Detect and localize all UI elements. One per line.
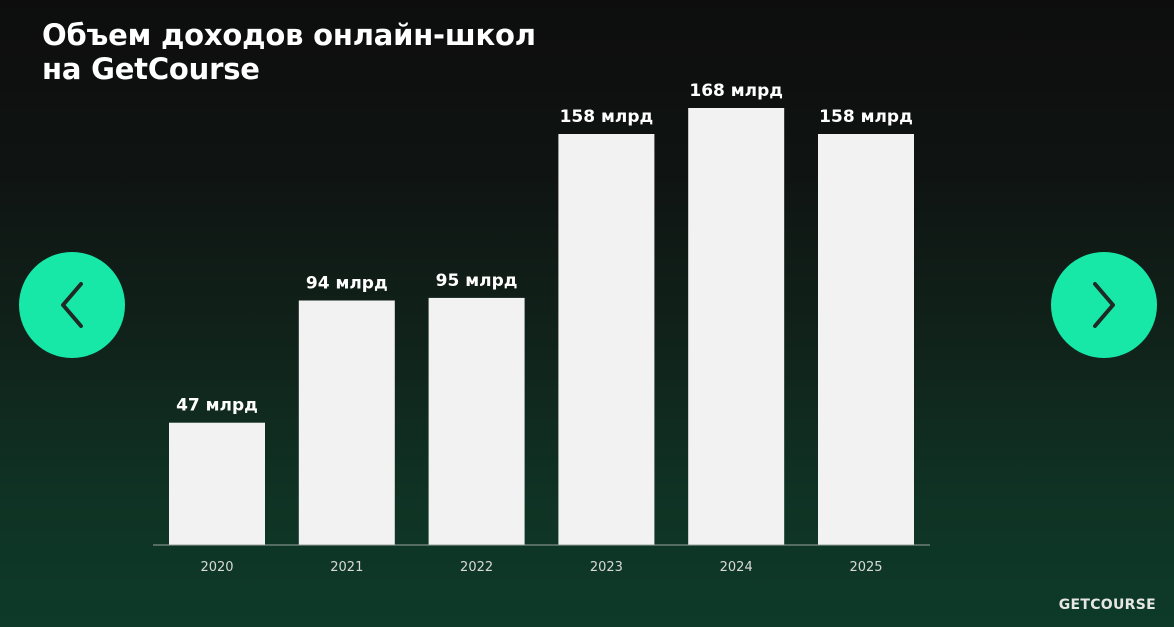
- data-label-2022: 95 млрд: [436, 271, 518, 291]
- bar-2020: [169, 422, 265, 545]
- x-tick-label-2022: 2022: [460, 560, 493, 575]
- chart-title-line-2: на GetCourse: [42, 52, 260, 86]
- bar-2022: [428, 297, 525, 545]
- chart-title: Объем доходов онлайн-школ на GetCourse: [42, 18, 536, 86]
- x-tick-label-2021: 2021: [330, 560, 363, 575]
- chevron-left-icon: [61, 282, 83, 328]
- previous-slide-button[interactable]: [19, 252, 125, 358]
- data-label-2020: 47 млрд: [176, 396, 258, 416]
- getcourse-logo: GETCOURSE: [1058, 597, 1156, 613]
- x-tick-label-2020: 2020: [200, 560, 233, 575]
- bar-2021: [298, 300, 395, 545]
- x-tick-label-2025: 2025: [849, 560, 882, 575]
- data-label-2021: 94 млрд: [306, 274, 388, 294]
- bar-2023: [558, 134, 655, 545]
- x-tick-label-2024: 2024: [720, 560, 753, 575]
- data-label-2025: 158 млрд: [819, 107, 913, 127]
- bar-2025: [818, 134, 914, 545]
- data-label-2024: 168 млрд: [689, 81, 783, 101]
- chart-title-line-1: Объем доходов онлайн-школ: [42, 18, 536, 52]
- x-tick-label-2023: 2023: [590, 560, 623, 575]
- data-label-2023: 158 млрд: [560, 107, 654, 127]
- bar-2024: [688, 108, 785, 545]
- next-slide-button[interactable]: [1051, 252, 1157, 358]
- chevron-right-icon: [1093, 282, 1115, 328]
